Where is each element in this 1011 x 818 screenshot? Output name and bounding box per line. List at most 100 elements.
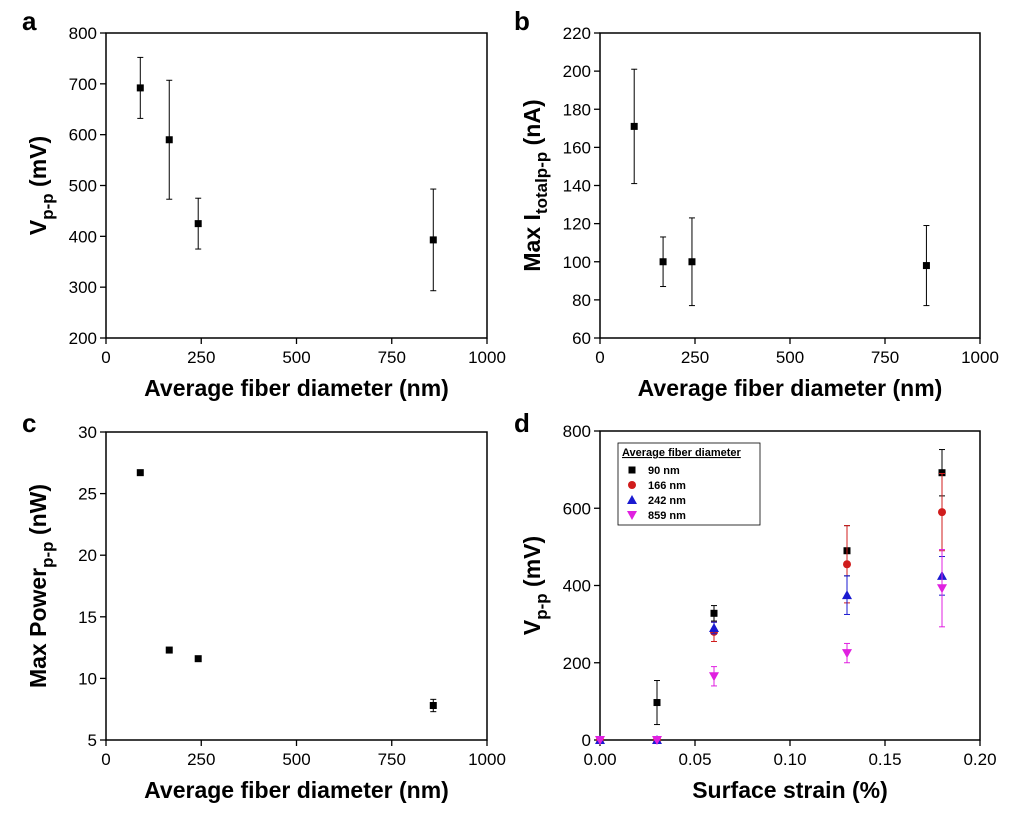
marker — [194, 220, 202, 228]
marker — [922, 262, 930, 270]
marker — [429, 236, 437, 244]
marker — [659, 258, 667, 266]
marker — [630, 122, 638, 130]
x-tick-label: 500 — [282, 348, 310, 367]
y-tick-label: 200 — [563, 62, 591, 81]
x-tick-label: 500 — [776, 348, 804, 367]
marker — [165, 136, 173, 144]
y-tick-label: 80 — [572, 291, 591, 310]
legend-label: 242 nm — [648, 495, 686, 507]
y-axis-label-part: p-p — [38, 193, 57, 219]
marker — [842, 649, 852, 659]
legend-box — [617, 442, 761, 526]
y-tick-label: 30 — [78, 423, 97, 442]
marker — [709, 672, 719, 682]
panel-label: a — [22, 6, 37, 36]
y-tick-label: 800 — [69, 24, 97, 43]
panel: b 0 250 500 750 1000 60 80 100 120 140 160 180 200 220… — [514, 6, 999, 401]
panel: c 0 250 500 750 1000 5 10 15 20 25 30 Average fiber … — [22, 408, 506, 803]
marker — [165, 646, 173, 654]
y-tick-label: 0 — [582, 731, 591, 750]
x-tick-label: 250 — [187, 750, 215, 769]
y-tick-label: 25 — [78, 485, 97, 504]
x-tick-label: 0.00 — [583, 750, 616, 769]
y-axis-label-part: V — [25, 219, 51, 235]
y-axis-label-part: (mV) — [519, 536, 545, 594]
marker — [136, 84, 144, 92]
x-tick-label: 750 — [871, 348, 899, 367]
y-axis-label-part: p-p — [38, 541, 57, 567]
y-axis-label: Max Powerp-p (nW) — [25, 484, 57, 688]
x-axis-label: Surface strain (%) — [692, 777, 888, 803]
panel: d 0.00 0.05 0.10 0.15 0.20 0 200 400 600 800 Surfac… — [514, 408, 997, 803]
marker — [710, 609, 718, 617]
marker — [595, 736, 605, 745]
y-tick-label: 180 — [563, 100, 591, 119]
y-tick-label: 400 — [69, 227, 97, 246]
marker — [937, 584, 947, 594]
y-axis-label-part: (nW) — [25, 484, 51, 541]
x-tick-label: 0 — [101, 750, 110, 769]
y-tick-label: 15 — [78, 608, 97, 627]
y-axis-label-part: Max I — [519, 214, 545, 272]
x-tick-label: 1000 — [468, 750, 506, 769]
y-tick-label: 800 — [563, 422, 591, 441]
y-axis-label-part: totalp-p — [532, 152, 551, 214]
plot-frame — [105, 431, 488, 741]
x-tick-label: 750 — [378, 348, 406, 367]
x-axis-label: Average fiber diameter (nm) — [144, 375, 449, 401]
panel: a 0 250 500 750 1000 200 300 400 500 600 700 800 Aver… — [22, 6, 506, 401]
x-tick-label: 250 — [187, 348, 215, 367]
y-axis-label: Vp-p (mV) — [519, 536, 551, 635]
y-axis-label-part: (nA) — [519, 99, 545, 151]
marker — [194, 655, 202, 663]
y-axis-label: Vp-p (mV) — [25, 136, 57, 235]
x-tick-label: 500 — [282, 750, 310, 769]
panel-label: c — [22, 408, 36, 438]
plot-frame — [105, 32, 488, 339]
marker — [842, 590, 852, 600]
marker — [653, 699, 661, 707]
x-tick-label: 750 — [378, 750, 406, 769]
y-tick-label: 600 — [563, 499, 591, 518]
marker — [627, 495, 637, 504]
legend-label: 166 nm — [648, 480, 686, 492]
marker — [628, 481, 636, 489]
marker — [136, 469, 144, 477]
y-tick-label: 100 — [563, 253, 591, 272]
y-axis-label-part: (mV) — [25, 136, 51, 194]
marker — [628, 466, 636, 474]
y-tick-label: 200 — [563, 654, 591, 673]
y-tick-label: 20 — [78, 546, 97, 565]
x-tick-label: 0.15 — [868, 750, 901, 769]
y-axis-label: Max Itotalp-p (nA) — [519, 99, 551, 271]
y-tick-label: 60 — [572, 329, 591, 348]
marker — [938, 469, 946, 477]
x-tick-label: 1000 — [468, 348, 506, 367]
x-tick-label: 0 — [101, 348, 110, 367]
y-axis-label-part: p-p — [532, 593, 551, 619]
legend-title: Average fiber diameter — [622, 447, 742, 459]
x-tick-label: 0.05 — [678, 750, 711, 769]
x-axis-label: Average fiber diameter (nm) — [144, 777, 449, 803]
y-tick-label: 300 — [69, 278, 97, 297]
marker — [627, 511, 637, 520]
y-tick-label: 5 — [88, 731, 97, 750]
marker — [709, 622, 719, 632]
x-tick-label: 0.10 — [773, 750, 806, 769]
x-axis-label: Average fiber diameter (nm) — [638, 375, 943, 401]
marker — [429, 702, 437, 710]
y-tick-label: 600 — [69, 126, 97, 145]
legend-label: 859 nm — [648, 510, 686, 522]
legend: Average fiber diameter 90 nm 166 nm 242 nm 8… — [617, 442, 761, 526]
marker — [843, 560, 851, 569]
legend-label: 90 nm — [648, 465, 680, 477]
y-tick-label: 200 — [69, 329, 97, 348]
y-tick-label: 220 — [563, 24, 591, 43]
y-tick-label: 160 — [563, 138, 591, 157]
y-tick-label: 10 — [78, 669, 97, 688]
x-tick-label: 1000 — [961, 348, 999, 367]
y-tick-label: 400 — [563, 577, 591, 596]
marker — [652, 736, 662, 745]
y-axis-label-part: Max Power — [25, 568, 51, 688]
